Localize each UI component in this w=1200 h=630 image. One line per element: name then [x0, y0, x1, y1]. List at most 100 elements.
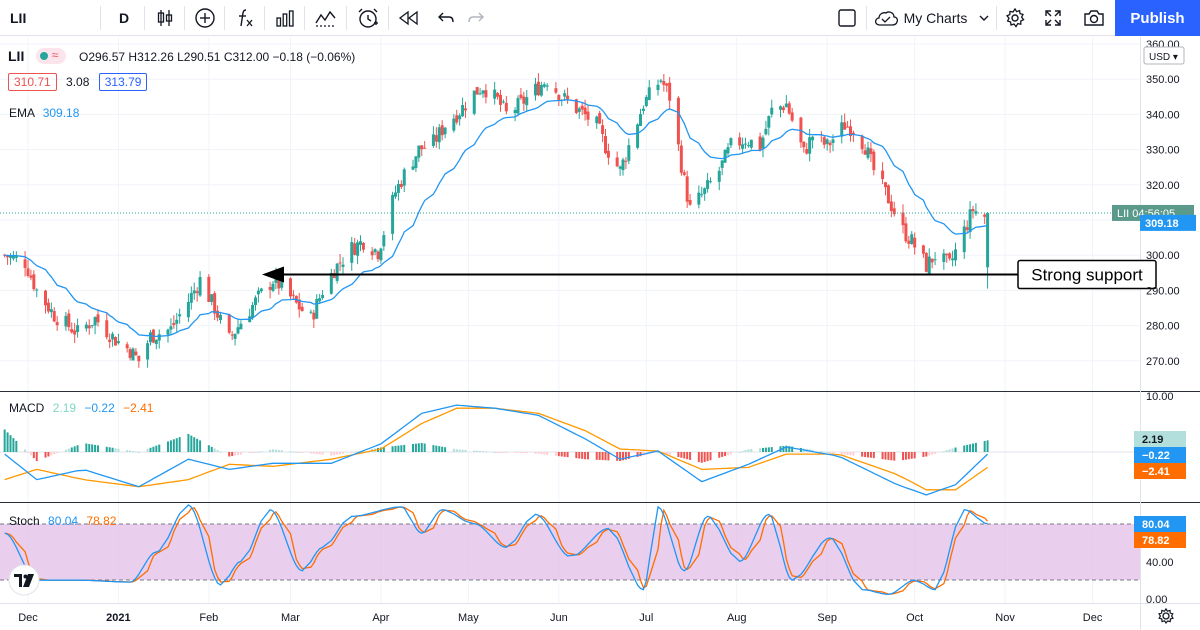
chart-area[interactable]: Strong support 360.00350.00340.00330.003… [0, 36, 1200, 630]
toolbar-divider [346, 6, 347, 30]
candle-body [379, 248, 383, 261]
macd-histogram-bar [706, 452, 709, 462]
macd-histogram-bar [234, 452, 237, 456]
macd-histogram-bar [887, 452, 890, 460]
macd-histogram-bar [986, 440, 989, 452]
macd-histogram-bar [840, 452, 843, 455]
candle-body [729, 138, 733, 146]
macd-histogram-bar [823, 451, 826, 453]
macd-histogram-bar [27, 452, 29, 453]
macd-histogram-bar [146, 448, 149, 452]
macd-histogram-bar [47, 452, 50, 457]
candle-body [846, 126, 850, 128]
time-tick-label: Feb [199, 612, 218, 624]
macd-histogram-bar [292, 451, 295, 453]
stoch-d-line [4, 506, 989, 595]
macd-histogram-bar [9, 435, 12, 452]
macd-histogram-bar [540, 452, 543, 455]
ask-price[interactable]: 313.79 [98, 73, 148, 91]
undo-button[interactable] [434, 0, 458, 36]
fullscreen-button[interactable] [1040, 0, 1066, 36]
macd-histogram-bar [925, 452, 928, 457]
candle-body [738, 137, 742, 146]
macd-histogram-bar [502, 452, 505, 453]
support-annotation: Strong support [262, 259, 1157, 290]
interval-button[interactable]: D [110, 0, 138, 36]
candle-body [192, 290, 196, 294]
redo-button[interactable] [464, 0, 488, 36]
macd-histogram-bar [298, 452, 301, 453]
macd-histogram-bar [767, 447, 770, 452]
candle-body [108, 339, 112, 343]
macd-histogram-bar [97, 445, 99, 452]
templates-button[interactable] [312, 0, 340, 36]
macd-histogram-bar [864, 452, 867, 458]
replay-button[interactable] [396, 0, 422, 36]
candle-body [563, 93, 567, 97]
time-tick-label: Jul [639, 612, 653, 624]
ema-price-badge-text: 309.18 [1145, 218, 1179, 230]
candle-body [437, 127, 441, 143]
candle-body [443, 127, 447, 135]
candle-body [481, 90, 485, 94]
financials-button[interactable] [272, 0, 298, 36]
candle-body [697, 192, 701, 205]
macd-histogram-bar [747, 449, 750, 452]
macd-histogram-bar [904, 452, 907, 460]
bid-price[interactable]: 310.71 [8, 73, 57, 91]
publish-button[interactable]: Publish [1115, 0, 1200, 36]
ema-value: 309.18 [42, 106, 80, 120]
alert-button[interactable] [354, 0, 382, 36]
candle-body [504, 102, 508, 112]
price-tick-label: 300.00 [1146, 250, 1180, 262]
candle-body [411, 166, 415, 170]
macd-histogram-bar [604, 452, 607, 461]
legend-symbol: LII [8, 48, 25, 64]
my-charts-button[interactable]: My Charts [872, 0, 992, 36]
macd-histogram-bar [248, 452, 251, 454]
macd-histogram-bar [578, 452, 581, 459]
macd-histogram-bar [829, 452, 832, 453]
candle-body [577, 108, 581, 112]
candle-body [335, 263, 339, 281]
macd-histogram-bar [269, 449, 272, 452]
macd-tick-label: 10.00 [1146, 391, 1174, 403]
snapshot-button[interactable] [1080, 0, 1108, 36]
candle-body [96, 314, 100, 323]
layout-button[interactable] [834, 0, 860, 36]
candle-body [930, 258, 934, 263]
macd-histogram-bar [167, 441, 169, 452]
macd-histogram-bar [519, 452, 522, 454]
macd-histogram-bar [91, 444, 94, 452]
axis-settings-gear-icon[interactable] [1158, 607, 1174, 625]
market-status-badge[interactable]: ≈ [35, 48, 66, 64]
candle-body [157, 334, 161, 341]
candles-icon [157, 10, 173, 26]
gear-icon [1005, 7, 1025, 28]
candle-body [945, 253, 949, 256]
candle-body [884, 182, 887, 188]
toolbar-divider [866, 6, 867, 30]
candle-body [478, 93, 482, 95]
macd-histogram-bar [251, 452, 254, 453]
macd-histogram-bar [557, 452, 560, 457]
candle-body [545, 85, 549, 87]
indicators-button[interactable] [232, 0, 258, 36]
macd-histogram-bar [881, 452, 884, 460]
candle-body [23, 259, 27, 268]
symbol-search-button[interactable]: LII [10, 0, 26, 36]
chart-type-button[interactable] [152, 0, 178, 36]
macd-histogram-bar [820, 451, 823, 453]
macd-histogram-bar [210, 446, 213, 452]
macd-series [0, 404, 1140, 496]
candle-body [382, 235, 386, 247]
candle-body [954, 249, 957, 261]
candle-body [851, 132, 855, 134]
macd-histogram-bar [254, 452, 257, 453]
macd-histogram-bar [420, 443, 423, 452]
candle-body [125, 344, 129, 349]
candle-body [606, 150, 610, 158]
settings-button[interactable] [1002, 0, 1028, 36]
candlestick-series [3, 73, 990, 368]
compare-button[interactable] [192, 0, 218, 36]
